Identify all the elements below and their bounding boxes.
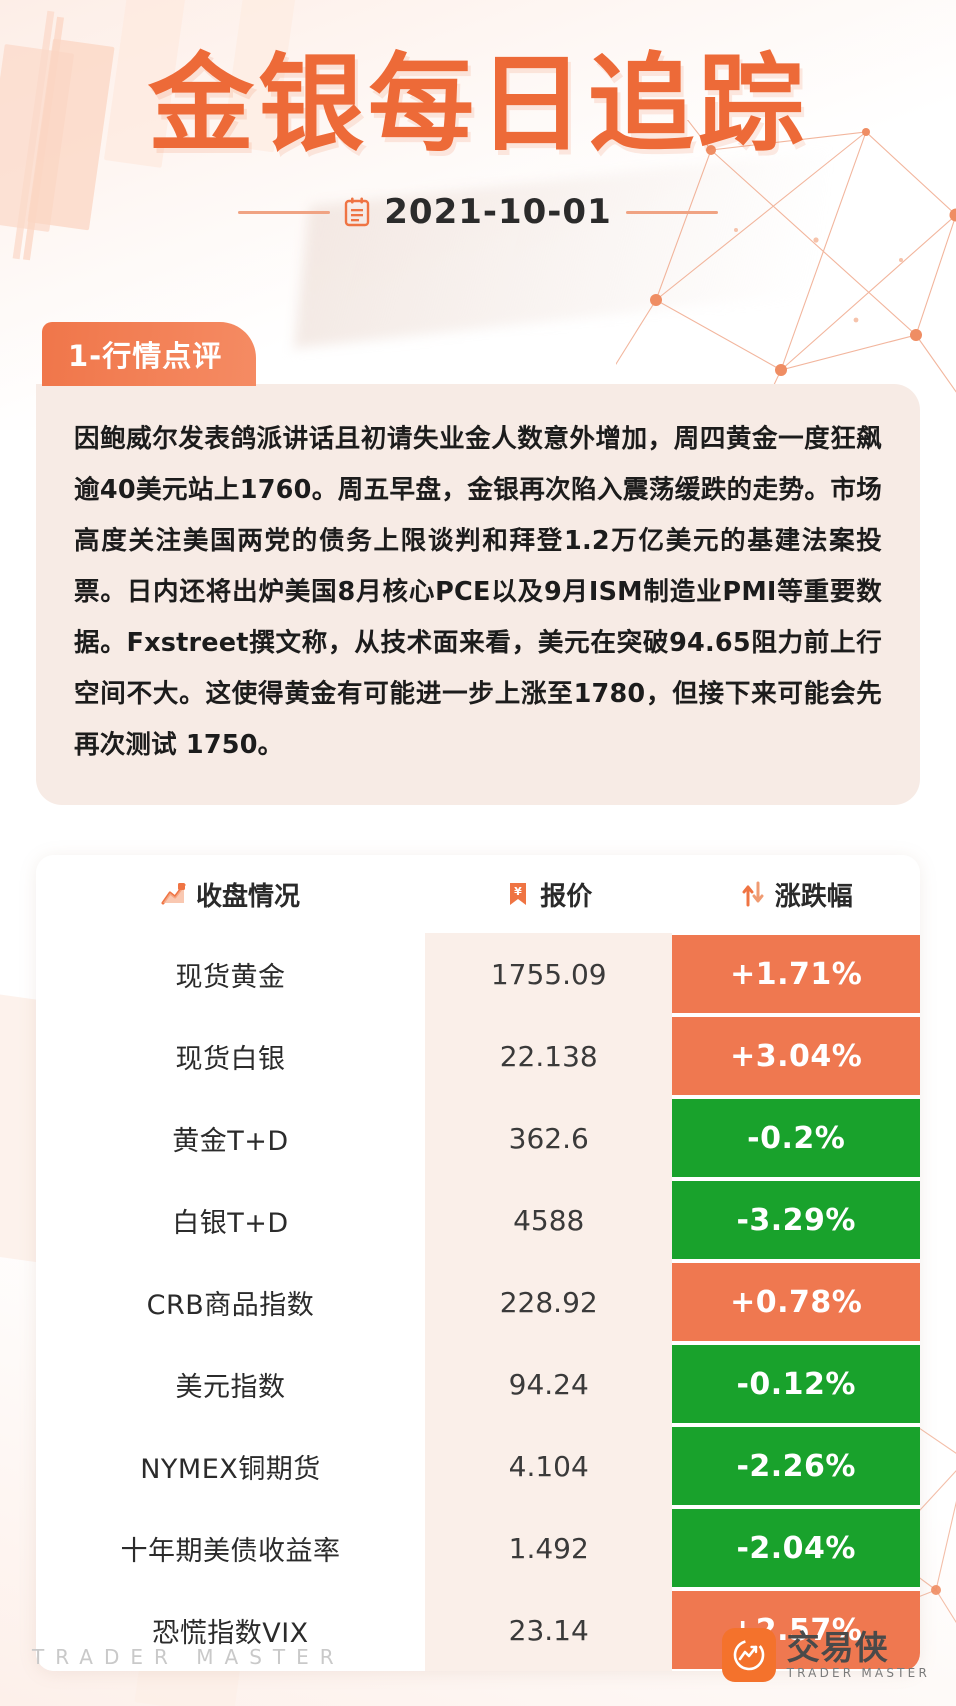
brand-name-cn: 交易侠 <box>786 1627 889 1667</box>
table-row: 恐慌指数VIX 23.14 +2.57% <box>36 1589 920 1671</box>
svg-text:¥: ¥ <box>514 885 522 898</box>
cell-change-container: -0.2% <box>672 1097 920 1179</box>
cell-instrument-name: NYMEX铜期货 <box>36 1425 425 1507</box>
column-header-close-label: 收盘情况 <box>195 881 300 912</box>
page-header: 金银每日追踪 2021-10-01 <box>0 0 956 300</box>
rule-right <box>625 210 718 214</box>
brand-name-en: TRADER MASTER <box>786 1665 930 1680</box>
commentary-card: 因鲍威尔发表鸽派讲话且初请失业金人数意外增加，周四黄金一度狂飙逾40美元站上17… <box>36 384 920 805</box>
cell-change-container: +2.57% <box>672 1589 920 1671</box>
change-badge-up: +3.04% <box>672 1017 920 1095</box>
table-row: 现货黄金 1755.09 +1.71% <box>36 933 920 1015</box>
cell-instrument-name: 黄金T+D <box>36 1097 425 1179</box>
table-row: 现货白银 22.138 +3.04% <box>36 1015 920 1097</box>
column-header-price-label: 报价 <box>540 881 593 912</box>
commentary-paragraph: 因鲍威尔发表鸽派讲话且初请失业金人数意外增加，周四黄金一度狂飙逾40美元站上17… <box>74 424 882 760</box>
brand-text-group: 交易侠 TRADER MASTER <box>787 1631 930 1680</box>
cell-change-container: -0.12% <box>672 1343 920 1425</box>
cell-change-container: -3.29% <box>672 1179 920 1261</box>
chart-line-up-icon <box>161 883 186 905</box>
cell-instrument-name: CRB商品指数 <box>36 1261 425 1343</box>
brand-logo: 交易侠 TRADER MASTER <box>721 1628 930 1682</box>
date-row: 2021-10-01 <box>0 192 956 232</box>
table-header-row: 收盘情况 ¥ 报价 涨跌幅 <box>36 855 920 933</box>
section-tag-market-commentary: 1-行情点评 <box>42 322 257 386</box>
change-badge-down: -0.12% <box>672 1345 920 1423</box>
change-badge-down: -2.26% <box>672 1427 920 1505</box>
cell-price: 362.6 <box>424 1097 673 1179</box>
cell-price: 1755.09 <box>424 933 673 1015</box>
change-badge-down: -0.2% <box>672 1099 920 1177</box>
cell-price: 22.138 <box>424 1015 673 1097</box>
table-row: 美元指数 94.24 -0.12% <box>36 1343 920 1425</box>
change-badge-down: -2.04% <box>672 1509 920 1587</box>
report-date: 2021-10-01 <box>384 192 612 232</box>
cell-instrument-name: 十年期美债收益率 <box>36 1507 425 1589</box>
table-row: 黄金T+D 362.6 -0.2% <box>36 1097 920 1179</box>
cell-price: 94.24 <box>424 1343 673 1425</box>
up-down-arrows-icon <box>742 881 764 907</box>
page-title: 金银每日追踪 <box>148 43 808 166</box>
cell-change-container: -2.04% <box>672 1507 920 1589</box>
change-badge-up: +1.71% <box>672 935 920 1013</box>
cell-instrument-name: 白银T+D <box>36 1179 425 1261</box>
change-badge-down: -3.29% <box>672 1181 920 1259</box>
cell-price: 23.14 <box>424 1589 673 1671</box>
cell-instrument-name: 现货白银 <box>36 1015 425 1097</box>
cell-instrument-name: 美元指数 <box>36 1343 425 1425</box>
column-header-change-label: 涨跌幅 <box>774 881 853 912</box>
cell-instrument-name: 恐慌指数VIX <box>36 1589 425 1671</box>
quote-table: 收盘情况 ¥ 报价 涨跌幅 现货黄金 1755.09 +1.71% 现货白银 22.13… <box>36 855 920 1671</box>
table-body: 现货黄金 1755.09 +1.71% 现货白银 22.138 +3.04% 黄金T+D 36… <box>36 933 920 1671</box>
cell-change-container: -2.26% <box>672 1425 920 1507</box>
cell-change-container: +1.71% <box>672 933 920 1015</box>
calendar-icon <box>345 197 370 227</box>
column-header-price: ¥ 报价 <box>425 855 673 933</box>
price-tag-yen-icon: ¥ <box>510 883 527 905</box>
column-header-change: 涨跌幅 <box>672 855 920 933</box>
cell-price: 1.492 <box>424 1507 673 1589</box>
rule-left <box>238 210 331 214</box>
trader-master-logo-icon <box>721 1628 776 1682</box>
cell-instrument-name: 现货黄金 <box>36 933 425 1015</box>
table-row: 白银T+D 4588 -3.29% <box>36 1179 920 1261</box>
cell-price: 228.92 <box>424 1261 673 1343</box>
cell-price: 4588 <box>424 1179 673 1261</box>
change-badge-up: +2.57% <box>672 1591 920 1669</box>
cell-price: 4.104 <box>424 1425 673 1507</box>
watermark-text: TRADER MASTER <box>32 1645 345 1669</box>
table-row: NYMEX铜期货 4.104 -2.26% <box>36 1425 920 1507</box>
column-header-close: 收盘情况 <box>36 855 425 933</box>
commentary-section: 1-行情点评 因鲍威尔发表鸽派讲话且初请失业金人数意外增加，周四黄金一度狂飙逾4… <box>36 322 920 805</box>
change-badge-up: +0.78% <box>672 1263 920 1341</box>
table-row: 十年期美债收益率 1.492 -2.04% <box>36 1507 920 1589</box>
table-row: CRB商品指数 228.92 +0.78% <box>36 1261 920 1343</box>
cell-change-container: +0.78% <box>672 1261 920 1343</box>
cell-change-container: +3.04% <box>672 1015 920 1097</box>
